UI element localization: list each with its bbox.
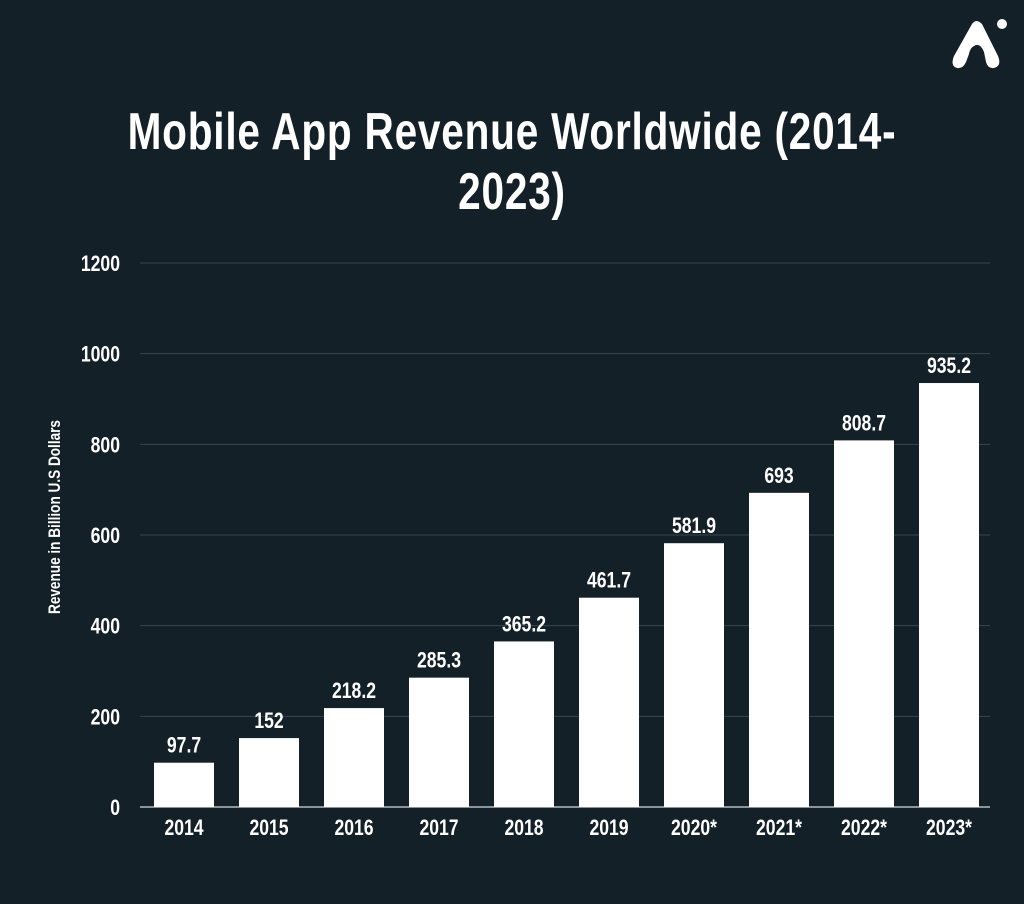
bar [239, 738, 299, 807]
y-tick-label: 400 [91, 615, 120, 639]
x-tick-label: 2014 [164, 816, 203, 840]
x-tick-label: 2016 [334, 816, 373, 840]
x-tick-label: 2020* [671, 816, 717, 840]
bar [324, 708, 384, 807]
y-tick-label: 1000 [81, 343, 120, 367]
y-tick-label: 1200 [81, 252, 120, 276]
data-label: 152 [254, 709, 283, 733]
y-axis-label: Revenue in Billion U.S Dollars [46, 420, 65, 614]
x-tick-label: 2022* [841, 816, 887, 840]
data-label: 581.9 [672, 514, 716, 538]
y-tick-label: 600 [91, 524, 120, 548]
x-tick-label: 2015 [249, 816, 288, 840]
bar [494, 641, 554, 807]
x-tick-label: 2017 [419, 816, 458, 840]
bar [749, 492, 809, 807]
chart-title: Mobile App Revenue Worldwide (2014-2023) [127, 103, 897, 221]
x-tick-label: 2019 [589, 816, 628, 840]
data-label: 285.3 [417, 649, 461, 673]
bar [919, 383, 979, 807]
bar [409, 677, 469, 807]
bar [664, 543, 724, 807]
bar [579, 597, 639, 807]
data-label: 935.2 [927, 354, 971, 378]
data-label: 365.2 [502, 613, 546, 637]
data-label: 461.7 [587, 569, 631, 593]
data-label: 808.7 [842, 412, 886, 436]
data-label: 218.2 [332, 679, 376, 703]
x-tick-label: 2021* [756, 816, 802, 840]
y-tick-label: 200 [91, 706, 120, 730]
y-tick-label: 0 [110, 796, 120, 820]
data-label: 693 [764, 464, 793, 488]
bar [834, 440, 894, 807]
x-tick-label: 2023* [926, 816, 972, 840]
bar [154, 762, 214, 807]
y-tick-label: 800 [91, 434, 120, 458]
data-label: 97.7 [167, 734, 201, 758]
x-tick-label: 2018 [504, 816, 543, 840]
brand-a-logo-icon [952, 19, 1007, 69]
